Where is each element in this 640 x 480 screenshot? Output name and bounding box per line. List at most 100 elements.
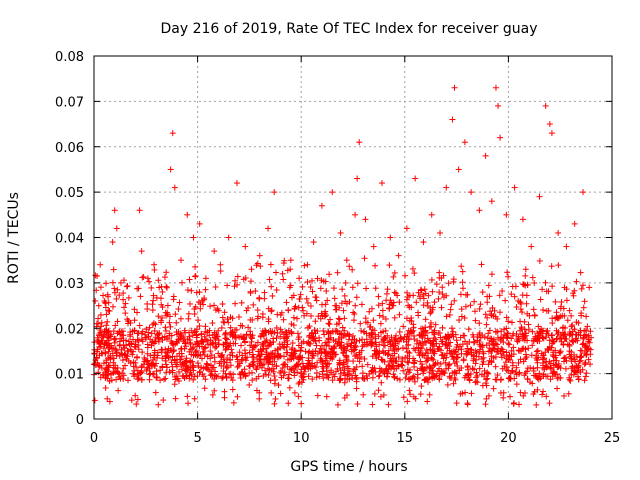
data-point (464, 340, 471, 347)
data-point (403, 345, 410, 352)
data-point (361, 341, 368, 348)
data-point (541, 366, 548, 373)
data-point (209, 339, 216, 346)
data-point (240, 335, 247, 342)
data-point (373, 348, 380, 355)
data-point (542, 279, 549, 286)
data-point (452, 348, 459, 355)
data-point (497, 134, 504, 141)
data-point (407, 391, 414, 398)
data-point (363, 285, 370, 292)
data-point (522, 272, 529, 279)
data-point (215, 337, 222, 344)
y-tick-label: 0.03 (55, 277, 84, 292)
data-point (494, 348, 501, 355)
data-point (471, 352, 478, 359)
data-point (222, 346, 229, 353)
data-point (181, 336, 188, 343)
data-point (283, 334, 290, 341)
data-point (222, 339, 229, 346)
data-point (168, 347, 175, 354)
data-point (346, 263, 353, 270)
data-point (465, 370, 472, 377)
data-point (257, 332, 264, 339)
data-point (261, 356, 268, 363)
data-point (257, 263, 264, 270)
data-point (323, 350, 330, 357)
data-point (522, 266, 529, 273)
data-point (226, 371, 233, 378)
data-point (411, 357, 418, 364)
data-point (476, 330, 483, 337)
data-point (232, 300, 239, 307)
data-point (448, 301, 455, 308)
data-point (555, 229, 562, 236)
data-point (377, 320, 384, 327)
data-point (582, 331, 589, 338)
data-point (204, 353, 211, 360)
data-point (256, 252, 263, 259)
data-point (540, 335, 547, 342)
data-point (404, 333, 411, 340)
data-point (193, 289, 200, 296)
axes: 0 5 10 15 20 25 0 0.01 0.02 0.03 0.04 0.05 0.06 0.07 0… (55, 50, 620, 446)
data-point (417, 358, 424, 365)
data-point (359, 370, 366, 377)
data-point (362, 315, 369, 322)
data-point (501, 363, 508, 370)
data-point (137, 370, 144, 377)
data-point (192, 348, 199, 355)
data-point (513, 381, 520, 388)
data-point (159, 314, 166, 321)
data-point (92, 357, 99, 364)
data-point (384, 286, 391, 293)
data-point (245, 304, 252, 311)
data-point (261, 289, 268, 296)
data-point (490, 385, 497, 392)
data-point (517, 306, 524, 313)
data-point (396, 299, 403, 306)
data-point (524, 376, 531, 383)
data-point (570, 338, 577, 345)
data-point (370, 317, 377, 324)
data-point (265, 371, 272, 378)
data-point (139, 274, 146, 281)
data-point (213, 343, 220, 350)
data-point (162, 375, 169, 382)
data-point (331, 373, 338, 380)
data-point (353, 294, 360, 301)
data-point (532, 333, 539, 340)
data-point (531, 279, 538, 286)
data-point (366, 308, 373, 315)
data-point (294, 369, 301, 376)
data-point (586, 284, 593, 291)
data-point (301, 262, 308, 269)
data-point (336, 360, 343, 367)
data-point (492, 328, 499, 335)
data-point (462, 389, 469, 396)
data-point (323, 393, 330, 400)
data-point (259, 314, 266, 321)
data-point (217, 268, 224, 275)
data-point (510, 344, 517, 351)
data-point (394, 292, 401, 299)
data-point (379, 180, 386, 187)
data-point (329, 189, 336, 196)
data-point (151, 327, 158, 334)
data-point (308, 329, 315, 336)
data-point (385, 401, 392, 408)
data-point (152, 389, 159, 396)
data-point (331, 295, 338, 302)
data-point (419, 334, 426, 341)
data-point (376, 312, 383, 319)
data-point (561, 392, 568, 399)
data-point (212, 344, 219, 351)
data-point (483, 376, 490, 383)
data-point (157, 367, 164, 374)
data-point (223, 373, 230, 380)
data-point (131, 306, 138, 313)
data-point (396, 328, 403, 335)
data-point (383, 373, 390, 380)
data-point (424, 335, 431, 342)
data-point (299, 379, 306, 386)
